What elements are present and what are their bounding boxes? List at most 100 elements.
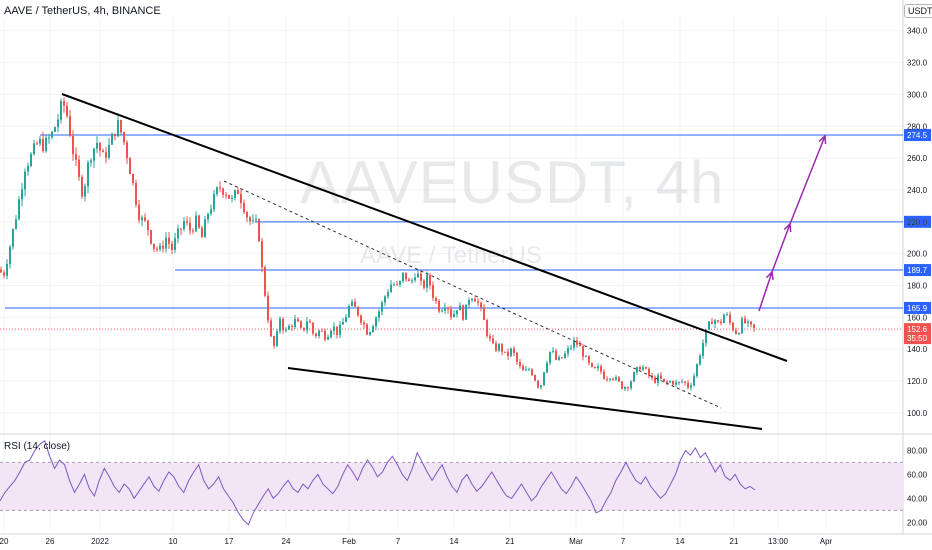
level-price-label: 165.9 bbox=[907, 304, 928, 313]
candle-body bbox=[309, 321, 311, 323]
candle bbox=[84, 183, 86, 202]
candle-body bbox=[642, 367, 644, 370]
candle-body bbox=[219, 187, 221, 189]
horizontal-levels[interactable]: 274.5 220.0 189.7 165.9 152.635:50 bbox=[0, 129, 931, 345]
candle bbox=[321, 328, 323, 332]
candle-body bbox=[753, 324, 755, 329]
candle-body bbox=[390, 284, 392, 293]
candle-body bbox=[270, 320, 272, 337]
candle-body bbox=[9, 246, 11, 265]
candle-body bbox=[600, 366, 602, 372]
candle bbox=[405, 272, 407, 282]
time-tick-label: 21 bbox=[506, 537, 515, 546]
candle bbox=[72, 130, 74, 161]
projection-path[interactable] bbox=[758, 134, 827, 312]
candle-body bbox=[720, 321, 722, 323]
candle bbox=[270, 317, 272, 338]
candle bbox=[729, 311, 731, 326]
candle bbox=[618, 376, 620, 383]
candle-body bbox=[489, 335, 491, 339]
time-tick-label: 26 bbox=[46, 537, 55, 546]
level-price-label: 189.7 bbox=[907, 266, 928, 275]
candle bbox=[357, 306, 359, 318]
candle bbox=[201, 225, 203, 238]
candle bbox=[588, 355, 590, 366]
candle-body bbox=[543, 372, 545, 386]
candle-body bbox=[603, 371, 605, 380]
candle bbox=[675, 379, 677, 388]
candle-body bbox=[702, 343, 704, 356]
candle bbox=[717, 319, 719, 324]
candle bbox=[438, 298, 440, 314]
price-tick-label: 260.0 bbox=[907, 154, 928, 163]
candle bbox=[87, 160, 89, 194]
currency-button[interactable]: USDT bbox=[904, 4, 932, 18]
candle-body bbox=[633, 372, 635, 382]
candle bbox=[384, 295, 386, 307]
candle-body bbox=[627, 387, 629, 389]
projection-arrowhead bbox=[783, 222, 792, 233]
candle bbox=[63, 97, 65, 113]
price-tick-label: 140.0 bbox=[907, 345, 928, 354]
price-axis[interactable]: 100.0 120.0 140.0 160.0 180.0 200.0 220.0 240.0… bbox=[907, 27, 928, 528]
rsi-label[interactable]: RSI (14, close) bbox=[4, 441, 71, 452]
candle-body bbox=[306, 321, 308, 331]
candle bbox=[279, 316, 281, 334]
candle-body bbox=[537, 380, 539, 388]
candle-body bbox=[330, 330, 332, 338]
candle bbox=[543, 371, 545, 386]
candle bbox=[606, 376, 608, 382]
time-tick-label: 7 bbox=[396, 537, 401, 546]
candle-body bbox=[264, 267, 266, 296]
candle-body bbox=[162, 245, 164, 249]
candle bbox=[519, 358, 521, 369]
candle-body bbox=[528, 369, 530, 371]
candle bbox=[111, 132, 113, 146]
candle-body bbox=[216, 187, 218, 195]
candle-body bbox=[672, 381, 674, 385]
candle bbox=[471, 297, 473, 303]
trendlines[interactable] bbox=[61, 93, 788, 430]
time-tick-label: 14 bbox=[676, 537, 685, 546]
candle bbox=[336, 326, 338, 339]
candle bbox=[465, 304, 467, 320]
candle-body bbox=[579, 344, 581, 347]
candle-body bbox=[195, 215, 197, 232]
candle-body bbox=[441, 310, 443, 312]
candle-body bbox=[153, 243, 155, 249]
candle bbox=[75, 147, 77, 167]
candle bbox=[54, 126, 56, 133]
candle bbox=[216, 186, 218, 197]
candle-body bbox=[570, 347, 572, 349]
candle-body bbox=[699, 355, 701, 365]
projection-arrowhead bbox=[765, 270, 774, 281]
time-tick-label: Mar bbox=[569, 537, 583, 546]
candle-body bbox=[12, 228, 14, 247]
candle bbox=[684, 380, 686, 386]
time-axis[interactable]: 20 26 2022 10 17 24 Feb 7 14 21 Mar 7 14 21 13:00 Apr bbox=[0, 537, 833, 546]
candle bbox=[615, 375, 617, 382]
candle bbox=[324, 328, 326, 342]
candle bbox=[288, 324, 290, 330]
candle-body bbox=[693, 376, 695, 386]
chart-title[interactable]: AAVE / TetherUS, 4h, BINANCE bbox=[4, 5, 161, 17]
candle-body bbox=[342, 322, 344, 325]
candle-body bbox=[126, 142, 128, 159]
candle bbox=[228, 194, 230, 200]
rsi-line bbox=[0, 439, 756, 526]
level-price-tag bbox=[904, 129, 931, 142]
candle-body bbox=[321, 330, 323, 332]
rsi-tick-label: 40.00 bbox=[907, 494, 928, 503]
candle-body bbox=[732, 322, 734, 331]
candle-body bbox=[741, 318, 743, 334]
candle bbox=[132, 173, 134, 186]
rsi-tick-label: 60.00 bbox=[907, 470, 928, 479]
candle bbox=[117, 113, 119, 138]
candle bbox=[432, 281, 434, 301]
price-tick-label: 340.0 bbox=[907, 27, 928, 36]
time-tick-label: 13:00 bbox=[768, 537, 789, 546]
candle bbox=[171, 240, 173, 254]
candle-body bbox=[519, 362, 521, 366]
candle-body bbox=[138, 204, 140, 221]
